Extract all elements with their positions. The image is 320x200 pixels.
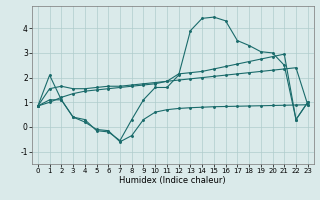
X-axis label: Humidex (Indice chaleur): Humidex (Indice chaleur) (119, 176, 226, 185)
